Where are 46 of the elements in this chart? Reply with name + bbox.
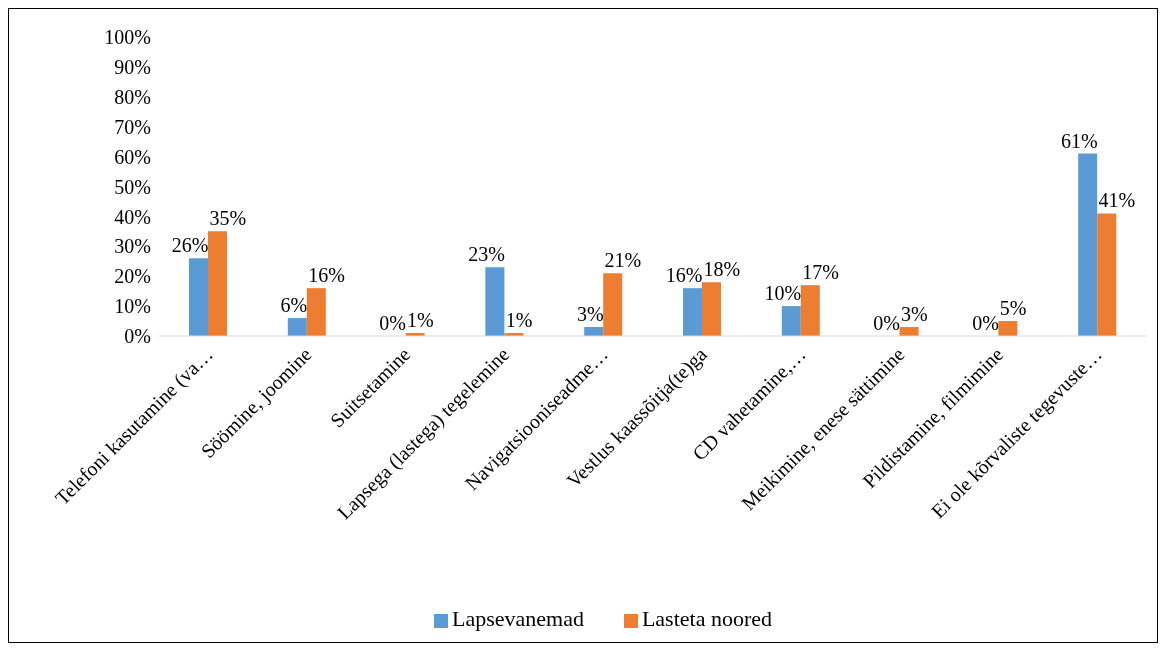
- data-label: 0%: [379, 312, 406, 334]
- data-label: 3%: [576, 303, 604, 326]
- y-tick-label: 10%: [114, 295, 151, 318]
- bar: [603, 273, 623, 336]
- data-label: 17%: [802, 261, 839, 284]
- bar: [306, 288, 326, 336]
- y-tick-label: 100%: [104, 26, 151, 49]
- data-label: 61%: [1060, 129, 1098, 152]
- y-tick-label: 20%: [114, 265, 151, 288]
- y-tick-label: 30%: [114, 235, 151, 258]
- data-label: 6%: [280, 294, 308, 317]
- data-label: 18%: [703, 258, 741, 281]
- bar: [189, 258, 208, 336]
- data-label: 26%: [171, 234, 209, 257]
- bar: [208, 231, 227, 336]
- data-label: 16%: [308, 264, 345, 287]
- bar: [683, 288, 702, 336]
- data-label: 10%: [764, 282, 802, 305]
- bar: [781, 306, 801, 336]
- data-label: 23%: [468, 243, 505, 266]
- y-tick-label: 80%: [114, 85, 151, 108]
- bar: [1078, 153, 1098, 336]
- bar: [702, 282, 721, 336]
- y-tick-label: 50%: [114, 175, 151, 198]
- data-label: 16%: [665, 264, 703, 287]
- legend-label: Lapsevanemad: [451, 606, 584, 631]
- data-label: 0%: [972, 312, 999, 334]
- y-tick-label: 70%: [114, 115, 151, 138]
- bar: [287, 318, 307, 336]
- data-label: 35%: [209, 207, 247, 230]
- legend-label: Lasteta noored: [641, 606, 773, 631]
- data-label: 1%: [505, 309, 533, 332]
- bar: [800, 285, 820, 336]
- data-label: 1%: [407, 309, 434, 332]
- y-tick-label: 40%: [114, 205, 151, 228]
- y-tick-label: 0%: [124, 325, 151, 348]
- bar: [485, 267, 505, 336]
- bar: [1097, 213, 1117, 336]
- data-label: 41%: [1098, 189, 1136, 212]
- y-tick-label: 90%: [114, 56, 151, 78]
- data-label: 21%: [604, 249, 642, 272]
- data-label: 3%: [901, 303, 928, 326]
- bar: [998, 321, 1018, 336]
- data-label: 5%: [999, 297, 1027, 320]
- data-label: 0%: [873, 312, 900, 334]
- y-tick-label: 60%: [114, 145, 151, 168]
